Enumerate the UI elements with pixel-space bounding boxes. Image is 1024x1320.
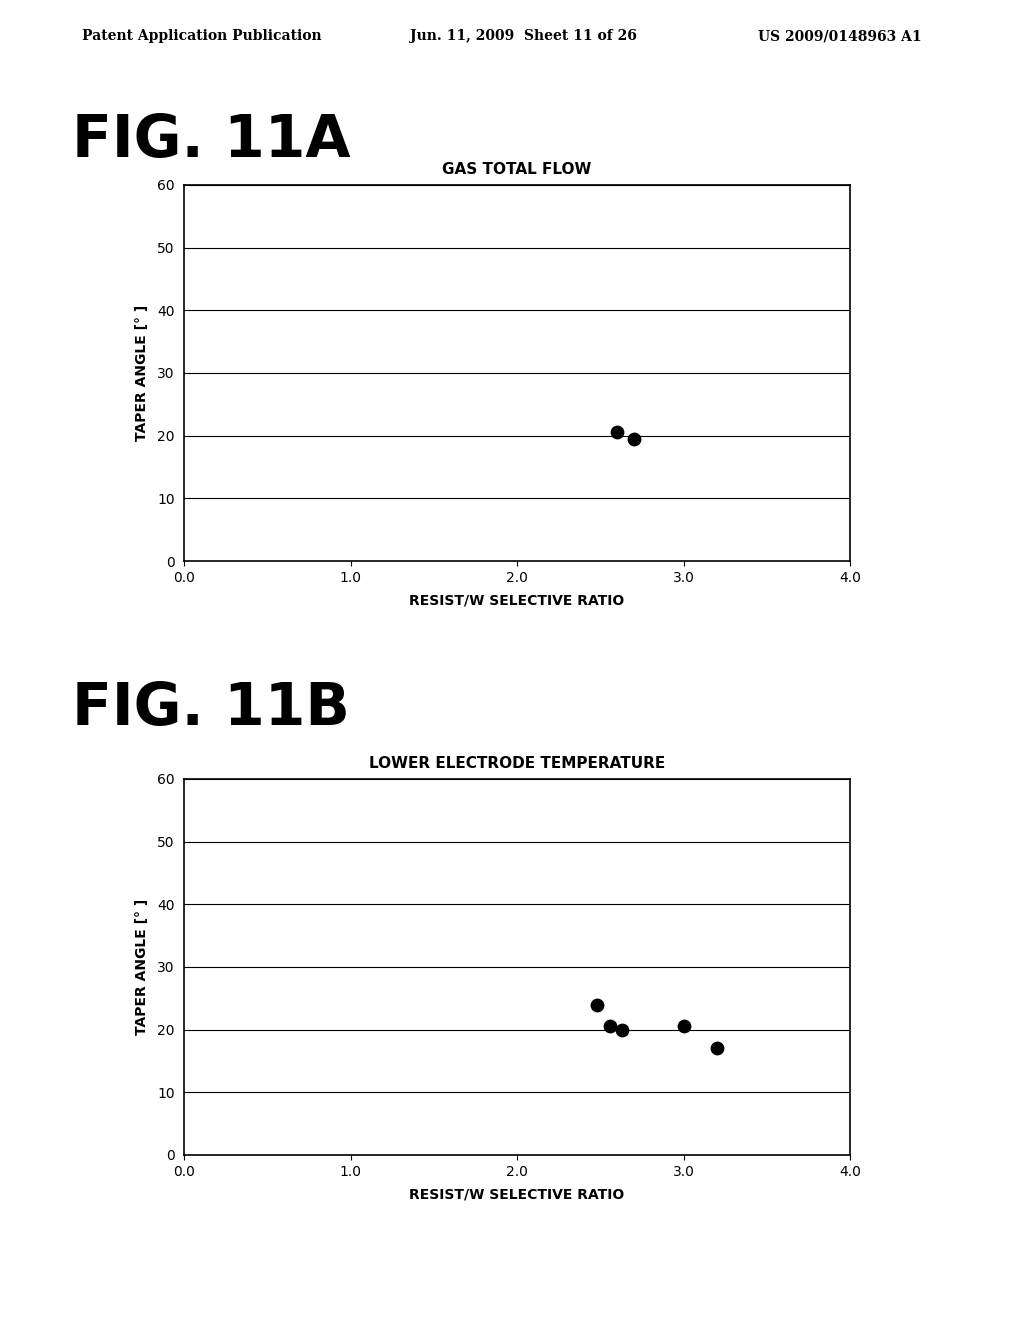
Text: Jun. 11, 2009  Sheet 11 of 26: Jun. 11, 2009 Sheet 11 of 26 — [410, 29, 637, 44]
Text: FIG. 11B: FIG. 11B — [72, 680, 349, 737]
Title: GAS TOTAL FLOW: GAS TOTAL FLOW — [442, 161, 592, 177]
Point — [709, 1038, 725, 1059]
Point — [613, 1019, 630, 1040]
Point — [676, 1016, 692, 1038]
Y-axis label: TAPER ANGLE [° ]: TAPER ANGLE [° ] — [134, 305, 148, 441]
Text: US 2009/0148963 A1: US 2009/0148963 A1 — [758, 29, 922, 44]
Title: LOWER ELECTRODE TEMPERATURE: LOWER ELECTRODE TEMPERATURE — [369, 755, 666, 771]
Point — [589, 994, 605, 1015]
Y-axis label: TAPER ANGLE [° ]: TAPER ANGLE [° ] — [134, 899, 148, 1035]
Text: FIG. 11A: FIG. 11A — [72, 112, 350, 169]
Point — [608, 422, 625, 444]
Text: Patent Application Publication: Patent Application Publication — [82, 29, 322, 44]
Point — [602, 1016, 618, 1038]
X-axis label: RESIST/W SELECTIVE RATIO: RESIST/W SELECTIVE RATIO — [410, 1187, 625, 1201]
X-axis label: RESIST/W SELECTIVE RATIO: RESIST/W SELECTIVE RATIO — [410, 593, 625, 607]
Point — [626, 428, 642, 449]
